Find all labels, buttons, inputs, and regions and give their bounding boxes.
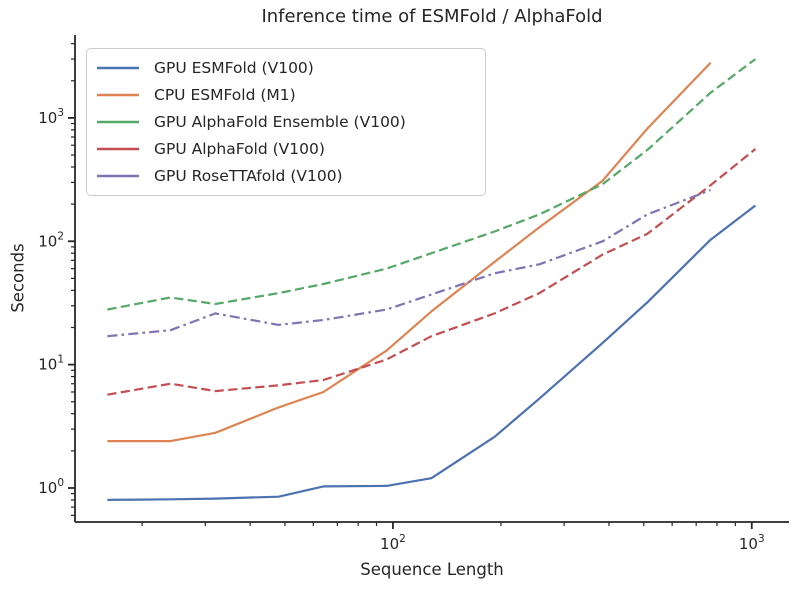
series-line-gpu-esmfold-v100	[107, 204, 757, 501]
legend-line-sample-gpu-alphafold-ensemble-v100	[97, 120, 139, 124]
legend-line-sample-gpu-alphafold-v100	[97, 147, 139, 151]
legend-label: CPU ESMFold (M1)	[154, 86, 296, 105]
legend-line-sample-cpu-esmfold-m1	[97, 93, 139, 97]
legend-item-gpu-esmfold-v100: GPU ESMFold (V100)	[96, 55, 485, 82]
legend-line-sample-gpu-rosettafold-v100	[97, 174, 139, 177]
legend-item-gpu-alphafold-ensemble-v100: GPU AlphaFold Ensemble (V100)	[96, 109, 485, 136]
series-line-cpu-esmfold-m1	[107, 61, 712, 443]
legend-label: GPU AlphaFold (V100)	[154, 139, 325, 158]
series-line-gpu-alphafold-ensemble-v100	[107, 58, 757, 311]
tick-label: 102	[380, 533, 406, 553]
series-line-gpu-rosettafold-v100	[107, 189, 711, 338]
legend-label: GPU RoseTTAfold (V100)	[154, 166, 343, 185]
series-line-gpu-alphafold-v100	[107, 148, 757, 396]
tick-label: 102	[38, 230, 64, 250]
tick-label: 103	[38, 107, 64, 127]
chart-title: Inference time of ESMFold / AlphaFold	[261, 6, 603, 27]
legend-item-gpu-rosettafold-v100: GPU RoseTTAfold (V100)	[96, 162, 485, 189]
x-axis-label: Sequence Length	[360, 560, 504, 579]
legend-line-sample-gpu-esmfold-v100	[97, 67, 139, 70]
legend-label: GPU ESMFold (V100)	[154, 59, 314, 78]
legend-item-gpu-alphafold-v100: GPU AlphaFold (V100)	[96, 135, 485, 162]
tick-label: 101	[38, 354, 64, 374]
legend-item-cpu-esmfold-m1: CPU ESMFold (M1)	[96, 82, 485, 109]
tick-label: 103	[739, 533, 765, 553]
legend-label: GPU AlphaFold Ensemble (V100)	[154, 112, 406, 131]
tick-label: 100	[38, 477, 64, 497]
y-axis-label: Seconds	[8, 243, 28, 313]
legend: GPU ESMFold (V100) CPU ESMFold (M1) GPU Al…	[86, 48, 486, 196]
ticks: 100 101 102 103 102 103	[38, 43, 765, 553]
